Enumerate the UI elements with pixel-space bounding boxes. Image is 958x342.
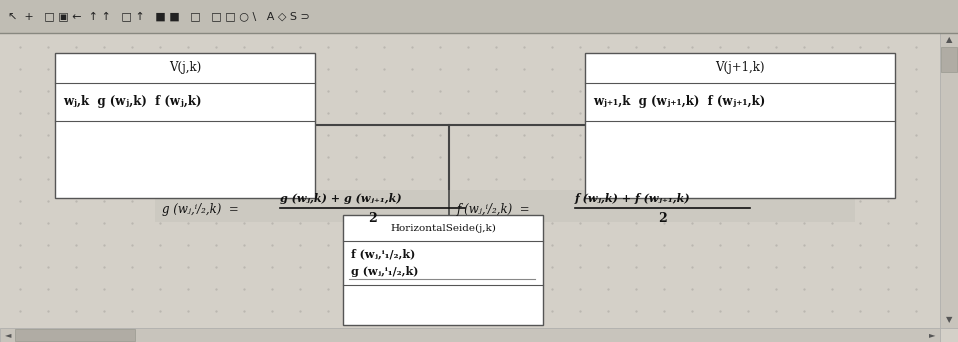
Text: wⱼ₊₁,k  g (wⱼ₊₁,k)  f (wⱼ₊₁,k): wⱼ₊₁,k g (wⱼ₊₁,k) f (wⱼ₊₁,k) [593, 95, 765, 108]
Text: f (wⱼ,ⁱ₁/₂,k): f (wⱼ,ⁱ₁/₂,k) [351, 249, 415, 260]
Text: HorizontalSeide(j,k): HorizontalSeide(j,k) [390, 223, 496, 233]
Bar [155, 190, 855, 222]
Bar [0, 328, 940, 342]
Text: f (wⱼ,k) + f (wⱼ₊₁,k): f (wⱼ,k) + f (wⱼ₊₁,k) [575, 194, 691, 205]
Text: ▼: ▼ [946, 316, 952, 325]
Text: V(j+1,k): V(j+1,k) [716, 62, 764, 75]
Text: f (wⱼ,ⁱ/₂,k)  =: f (wⱼ,ⁱ/₂,k) = [457, 203, 531, 216]
Text: V(j,k): V(j,k) [169, 62, 201, 75]
Bar [940, 33, 958, 328]
Text: ↖  +   □ ▣ ←  ↑ ↑   □ ↑   ■ ■   □   □ □ ○ \   A ◇ S ⊃: ↖ + □ ▣ ← ↑ ↑ □ ↑ ■ ■ □ □ □ ○ \ A ◇ S ⊃ [8, 12, 309, 22]
Bar [15, 329, 135, 341]
Text: wⱼ,k  g (wⱼ,k)  f (wⱼ,k): wⱼ,k g (wⱼ,k) f (wⱼ,k) [63, 95, 201, 108]
Text: g (wⱼ,k) + g (wⱼ₊₁,k): g (wⱼ,k) + g (wⱼ₊₁,k) [280, 194, 401, 205]
Bar [0, 0, 958, 33]
Text: ▲: ▲ [946, 36, 952, 44]
Text: g (wⱼ,ⁱ₁/₂,k): g (wⱼ,ⁱ₁/₂,k) [351, 266, 419, 277]
Text: 2: 2 [658, 211, 667, 224]
Bar [941, 47, 957, 72]
Bar [585, 53, 895, 198]
Text: 2: 2 [368, 211, 376, 224]
Bar [343, 215, 543, 325]
Bar [55, 53, 315, 198]
Text: ◄: ◄ [5, 330, 11, 340]
Text: g (wⱼ,ⁱ/₂,k)  =: g (wⱼ,ⁱ/₂,k) = [162, 203, 239, 216]
Text: ►: ► [928, 330, 935, 340]
